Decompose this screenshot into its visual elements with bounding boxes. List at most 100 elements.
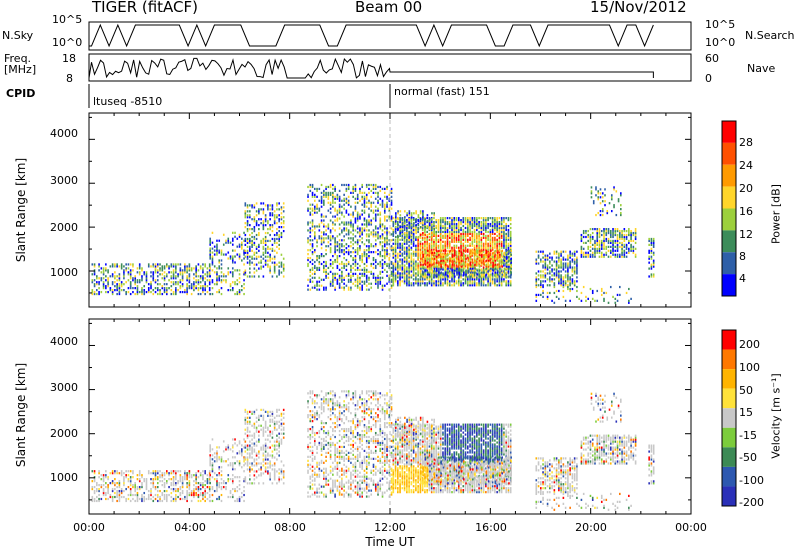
- power-cell: [580, 299, 583, 302]
- power-cell: [399, 284, 401, 287]
- power-cell: [276, 214, 278, 217]
- velocity-cell: [152, 495, 155, 499]
- power-cell: [589, 287, 592, 291]
- power-cell: [478, 217, 480, 220]
- power-cell: [408, 262, 410, 265]
- power-cell: [341, 278, 343, 281]
- power-cell: [442, 230, 444, 234]
- power-cell: [569, 276, 571, 279]
- power-cell: [648, 243, 650, 246]
- power-cell: [458, 249, 461, 252]
- power-cell: [448, 230, 451, 234]
- power-cell: [234, 261, 236, 264]
- power-cell: [494, 278, 496, 281]
- power-cell: [352, 187, 354, 191]
- power-cell: [365, 280, 368, 283]
- power-cell: [625, 237, 628, 241]
- power-cell: [469, 222, 471, 226]
- power-cell: [501, 273, 503, 276]
- power-cell: [159, 263, 161, 266]
- power-cell: [161, 273, 164, 276]
- power-cell: [354, 207, 357, 210]
- power-cell: [273, 255, 276, 258]
- power-cell: [426, 235, 429, 239]
- power-cell: [361, 223, 364, 226]
- power-cell: [401, 258, 404, 261]
- power-cell: [551, 278, 553, 281]
- power-cell: [388, 276, 391, 279]
- power-cell: [246, 229, 249, 233]
- power-cell: [496, 238, 498, 241]
- power-cell: [597, 192, 600, 195]
- power-cell: [216, 253, 218, 256]
- power-cell: [216, 281, 218, 284]
- power-cell: [469, 220, 471, 224]
- power-cell: [345, 223, 348, 226]
- power-cell: [471, 258, 474, 261]
- power-cell: [359, 213, 361, 216]
- power-cell: [560, 274, 562, 277]
- power-cell: [388, 239, 391, 242]
- power-cell: [609, 285, 612, 289]
- power-cell: [591, 237, 594, 241]
- power-cell: [313, 235, 316, 238]
- power-cell: [243, 271, 245, 274]
- power-cell: [282, 263, 285, 266]
- power-cell: [592, 202, 595, 205]
- power-cell: [258, 227, 260, 231]
- power-cell: [377, 249, 379, 252]
- power-cell: [96, 289, 98, 292]
- power-cell: [381, 286, 384, 289]
- power-cell: [356, 274, 359, 277]
- velocity-cell: [188, 470, 191, 473]
- power-cell: [347, 237, 350, 240]
- power-cell: [604, 194, 606, 197]
- power-cell: [507, 232, 510, 236]
- power-cell: [316, 288, 318, 291]
- power-cell: [503, 280, 505, 283]
- velocity-cell: [175, 470, 177, 473]
- power-cell: [600, 239, 603, 243]
- velocity-cell: [199, 491, 202, 495]
- power-cell: [489, 244, 492, 247]
- power-cell: [399, 278, 401, 281]
- power-cell: [496, 271, 499, 274]
- power-cell: [539, 285, 542, 289]
- power-cell: [356, 239, 359, 242]
- power-cell: [605, 245, 608, 248]
- power-cell: [476, 260, 478, 263]
- power-cell: [430, 276, 433, 279]
- power-cell: [539, 250, 542, 253]
- velocity-cell: [154, 478, 157, 481]
- power-cell: [377, 262, 379, 266]
- velocity-cell: [127, 493, 130, 497]
- power-cell: [253, 216, 256, 219]
- power-cell: [433, 246, 435, 249]
- power-cell: [336, 211, 339, 214]
- power-cell: [379, 189, 382, 193]
- power-cell: [412, 234, 415, 237]
- power-cell: [426, 251, 429, 254]
- power-cell: [238, 253, 241, 256]
- power-cell: [469, 267, 472, 270]
- velocity-cell: [111, 497, 114, 501]
- power-cell: [478, 261, 481, 264]
- power-cell: [186, 277, 188, 280]
- power-cell: [199, 267, 202, 270]
- power-cell: [190, 269, 193, 272]
- power-cell: [343, 262, 345, 266]
- power-cell: [399, 227, 402, 231]
- power-cell: [269, 218, 271, 221]
- power-cell: [498, 278, 501, 281]
- power-cell: [313, 227, 316, 230]
- power-cell: [415, 282, 417, 285]
- power-cell: [381, 225, 384, 228]
- power-cell: [386, 274, 388, 277]
- power-cell: [455, 240, 458, 243]
- velocity-cell: [107, 487, 109, 491]
- velocity-cell: [181, 476, 184, 479]
- power-cell: [539, 282, 542, 285]
- power-cell: [311, 276, 314, 279]
- power-cell: [494, 244, 496, 247]
- power-cell: [474, 269, 476, 272]
